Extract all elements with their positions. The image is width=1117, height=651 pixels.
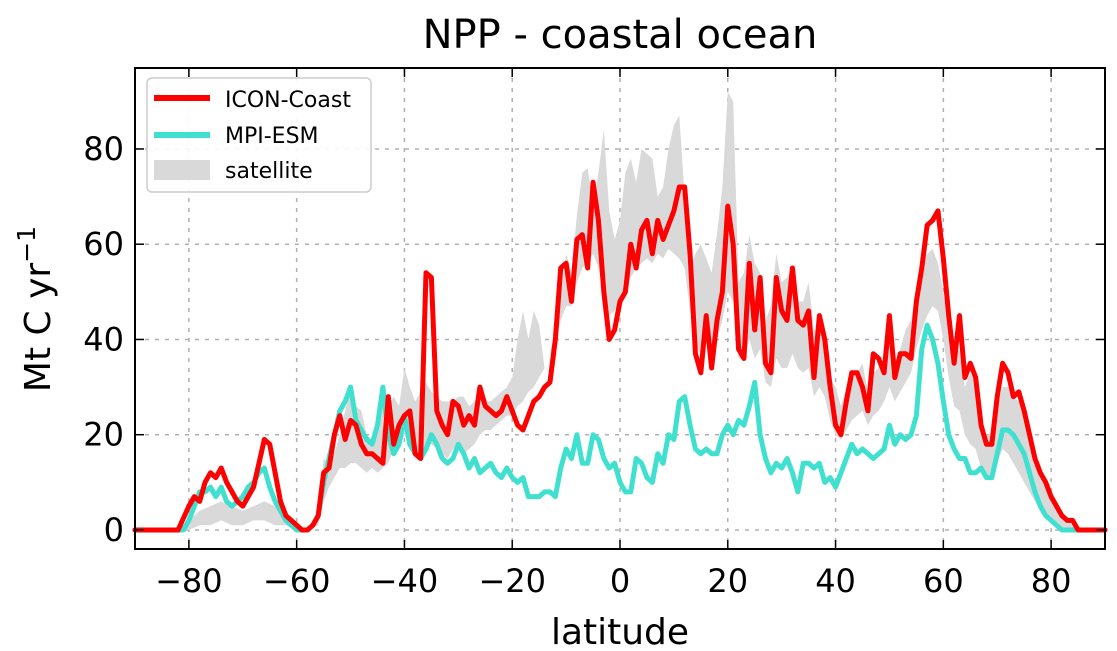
y-tick-label: 40	[83, 320, 124, 358]
y-tick-label: 20	[83, 416, 124, 454]
x-tick-label: −80	[155, 562, 223, 600]
y-tick-label: 0	[104, 511, 124, 549]
legend-patch-icon-2	[154, 160, 210, 180]
legend-label-0: ICON-Coast	[225, 88, 351, 113]
chart-title: NPP - coastal ocean	[423, 12, 818, 58]
tick-labels: −80 −60 −40 −20 0 20 40 60 80 0 20 40 60 80	[83, 130, 1071, 600]
x-tick-label: −40	[371, 562, 439, 600]
x-tick-label: 80	[1031, 562, 1072, 600]
plot-data	[132, 91, 1108, 533]
axis-ticks	[135, 68, 1105, 549]
legend-label-1: MPI-ESM	[225, 124, 319, 149]
y-tick-label: 60	[83, 225, 124, 263]
x-axis-label: latitude	[551, 612, 689, 651]
legend: ICON-Coast MPI-ESM satellite	[146, 77, 372, 193]
series-line-icon-coast	[132, 179, 1108, 533]
x-tick-label: −20	[478, 562, 546, 600]
x-tick-label: 0	[610, 562, 630, 600]
y-axis-label-text: Mt C yr	[18, 263, 59, 393]
x-tick-label: 20	[707, 562, 748, 600]
y-tick-label: 80	[83, 130, 124, 168]
x-tick-label: −60	[263, 562, 331, 600]
y-axis-label-exponent: −1	[12, 226, 41, 263]
x-tick-label: 40	[815, 562, 856, 600]
y-axis-label: Mt C yr−1	[12, 226, 59, 392]
legend-label-2: satellite	[225, 159, 313, 184]
x-tick-label: 60	[923, 562, 964, 600]
